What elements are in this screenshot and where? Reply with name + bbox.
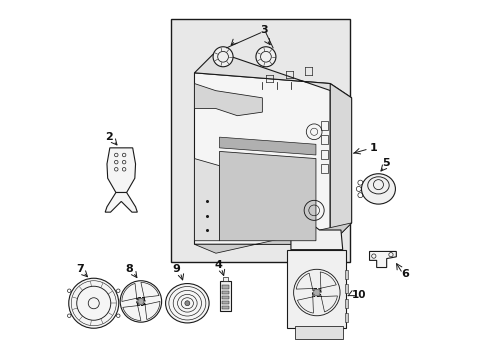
Bar xyxy=(294,327,342,339)
Bar xyxy=(221,291,229,293)
Circle shape xyxy=(184,301,189,306)
Bar xyxy=(221,301,229,304)
Bar xyxy=(287,249,346,328)
Polygon shape xyxy=(194,223,351,253)
Polygon shape xyxy=(107,148,135,193)
Bar xyxy=(171,19,349,262)
Bar xyxy=(321,121,327,130)
Bar xyxy=(344,298,347,307)
Bar xyxy=(344,270,347,279)
Bar xyxy=(321,150,327,158)
Polygon shape xyxy=(329,84,351,244)
Ellipse shape xyxy=(361,174,395,204)
Text: 6: 6 xyxy=(401,269,408,279)
Polygon shape xyxy=(194,84,262,116)
Text: 10: 10 xyxy=(351,290,366,300)
Bar xyxy=(344,284,347,293)
Circle shape xyxy=(120,281,162,322)
Polygon shape xyxy=(194,73,329,244)
Bar xyxy=(221,306,229,309)
Text: 1: 1 xyxy=(369,143,377,153)
Text: 2: 2 xyxy=(104,132,112,142)
Text: 8: 8 xyxy=(125,264,133,274)
Bar xyxy=(321,135,327,144)
Polygon shape xyxy=(290,225,342,249)
Polygon shape xyxy=(194,51,351,98)
Polygon shape xyxy=(369,251,395,267)
Text: 5: 5 xyxy=(381,158,388,168)
Circle shape xyxy=(213,47,233,67)
Text: 3: 3 xyxy=(260,25,267,35)
Polygon shape xyxy=(219,137,315,155)
Text: 4: 4 xyxy=(214,260,222,270)
Polygon shape xyxy=(105,193,137,212)
Bar xyxy=(344,313,347,322)
Ellipse shape xyxy=(165,284,209,323)
Bar xyxy=(221,296,229,299)
Text: 9: 9 xyxy=(172,264,180,274)
Circle shape xyxy=(255,47,275,67)
Bar xyxy=(321,164,327,173)
Polygon shape xyxy=(194,158,219,241)
Bar xyxy=(221,285,229,288)
Circle shape xyxy=(138,298,144,305)
Circle shape xyxy=(313,289,320,296)
Text: 7: 7 xyxy=(76,264,84,274)
Bar xyxy=(220,281,230,311)
Circle shape xyxy=(69,278,119,328)
Polygon shape xyxy=(219,152,315,241)
Bar xyxy=(223,277,227,281)
